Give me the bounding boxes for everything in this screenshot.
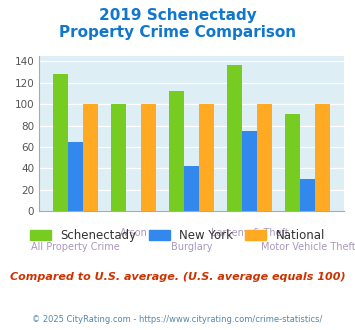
Text: Burglary: Burglary (171, 242, 212, 252)
Bar (53, 74, 68, 211)
Bar (315, 104, 331, 211)
Text: Motor Vehicle Theft: Motor Vehicle Theft (261, 242, 355, 252)
Text: Larceny & Theft: Larceny & Theft (211, 228, 289, 238)
Text: Arson: Arson (120, 228, 148, 238)
Bar (83, 104, 98, 211)
Text: Compared to U.S. average. (U.S. average equals 100): Compared to U.S. average. (U.S. average … (10, 272, 345, 282)
Bar (300, 179, 315, 211)
Text: All Property Crime: All Property Crime (31, 242, 120, 252)
Legend: Schenectady, New York, National: Schenectady, New York, National (26, 225, 329, 246)
Bar (141, 104, 156, 211)
Text: 2019 Schenectady: 2019 Schenectady (99, 8, 256, 23)
Bar (184, 166, 199, 211)
Bar (68, 142, 83, 211)
Bar (257, 104, 272, 211)
Bar (169, 91, 184, 211)
Bar (111, 104, 126, 211)
Text: © 2025 CityRating.com - https://www.cityrating.com/crime-statistics/: © 2025 CityRating.com - https://www.city… (32, 315, 323, 324)
Bar (242, 131, 257, 211)
Bar (285, 114, 300, 211)
Bar (199, 104, 214, 211)
Text: Property Crime Comparison: Property Crime Comparison (59, 25, 296, 40)
Bar (227, 65, 242, 211)
